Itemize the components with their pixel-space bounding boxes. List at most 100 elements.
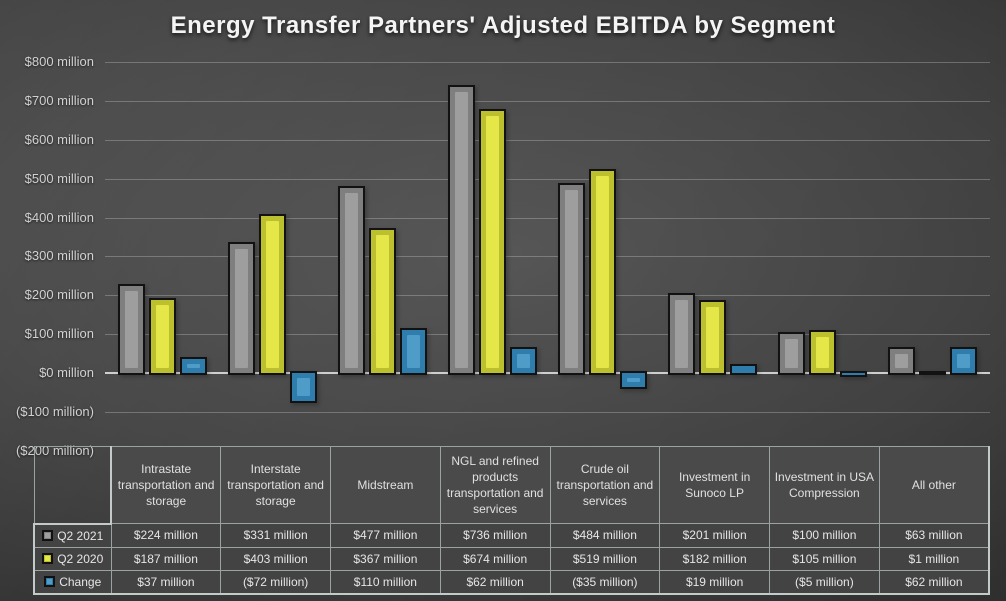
bar-highlight xyxy=(517,354,530,368)
bar-highlight xyxy=(407,335,420,368)
table-column-header: Midstream xyxy=(330,446,441,524)
table-column-header: Investment in Sunoco LP xyxy=(659,446,770,524)
table-value-cell: $367 million xyxy=(330,546,441,571)
bar-change xyxy=(510,347,537,375)
bar-q2-2020 xyxy=(589,169,616,375)
bar-highlight xyxy=(235,249,248,368)
bar-highlight xyxy=(187,364,200,368)
table-value-cell: $182 million xyxy=(659,546,770,571)
bar-highlight xyxy=(345,193,358,368)
bar-q2-2021 xyxy=(888,347,915,375)
chart-title: Energy Transfer Partners' Adjusted EBITD… xyxy=(170,12,836,39)
bar-q2-2021 xyxy=(338,186,365,375)
gridline xyxy=(105,256,990,257)
table-row: Change $37 million ($72 million) $110 milli… xyxy=(33,569,990,595)
gridline xyxy=(105,334,990,335)
bar-highlight xyxy=(816,337,829,368)
data-table: Intrastate transportation and storage Int… xyxy=(33,446,990,595)
bar-q2-2020 xyxy=(809,330,836,375)
table-value-cell: $519 million xyxy=(549,546,661,571)
y-axis-tick-label: $400 million xyxy=(24,210,94,225)
table-legend-cell: Q2 2021 xyxy=(33,522,112,548)
table-column-header: NGL and refined products transportation … xyxy=(439,446,551,524)
legend-swatch-q2-2020 xyxy=(42,552,54,564)
table-value-cell: $110 million xyxy=(330,569,441,595)
table-value-cell: $403 million xyxy=(220,546,331,571)
table-row: Q2 2021 $224 million $331 million $477 mill… xyxy=(33,522,990,548)
bar-q2-2021 xyxy=(118,284,145,375)
bar-highlight xyxy=(895,354,908,368)
bar-change xyxy=(950,347,977,375)
bar-highlight xyxy=(675,300,688,368)
table-value-cell: $1 million xyxy=(878,546,990,571)
bar-q2-2021 xyxy=(448,85,475,375)
bar-q2-2020 xyxy=(149,298,176,375)
table-header-row: Intrastate transportation and storage Int… xyxy=(33,446,990,524)
table-value-cell: $19 million xyxy=(659,569,770,595)
gridline xyxy=(105,412,990,413)
bar-q2-2020 xyxy=(699,300,726,375)
table-value-cell: $201 million xyxy=(659,523,770,548)
bar-change xyxy=(840,371,867,377)
table-value-cell: $674 million xyxy=(439,546,551,571)
bar-highlight xyxy=(957,354,970,368)
table-value-cell: $63 million xyxy=(878,523,990,548)
table-column-header: All other xyxy=(878,446,990,524)
legend-swatch-q2-2021 xyxy=(42,529,54,541)
bar-highlight xyxy=(627,378,640,382)
y-axis-tick-label: $700 million xyxy=(24,93,94,108)
table-value-cell: $477 million xyxy=(330,523,441,548)
y-axis-tick-label: $300 million xyxy=(24,248,94,263)
legend-swatch-change xyxy=(44,575,56,587)
bar-highlight xyxy=(486,116,499,368)
bar-highlight xyxy=(376,235,389,368)
table-value-cell: $484 million xyxy=(549,523,661,548)
bar-highlight xyxy=(785,339,798,368)
y-axis-tick-label: $800 million xyxy=(24,54,94,69)
table-value-cell: ($5 million) xyxy=(769,569,880,595)
bar-q2-2021 xyxy=(228,242,255,375)
bar-q2-2020 xyxy=(919,371,946,375)
gridline xyxy=(105,62,990,63)
bar-highlight xyxy=(125,291,138,368)
gridline xyxy=(105,218,990,219)
legend-label: Q2 2021 xyxy=(57,528,104,543)
y-axis-tick-label: $500 million xyxy=(24,171,94,186)
table-column-header: Interstate transportation and storage xyxy=(220,446,331,524)
bar-highlight xyxy=(565,190,578,368)
y-axis-tick-label: $600 million xyxy=(24,132,94,147)
table-value-cell: $187 million xyxy=(110,546,222,571)
table-value-cell: $105 million xyxy=(769,546,880,571)
table-value-cell: $37 million xyxy=(110,569,222,595)
bar-highlight xyxy=(297,378,310,396)
table-value-cell: $224 million xyxy=(110,523,222,548)
bar-q2-2021 xyxy=(778,332,805,375)
table-column-header: Intrastate transportation and storage xyxy=(110,446,222,524)
bar-change xyxy=(620,371,647,389)
y-axis-tick-label: $200 million xyxy=(24,287,94,302)
x-axis-line xyxy=(105,372,990,374)
bar-highlight xyxy=(266,221,279,368)
bar-highlight xyxy=(455,92,468,368)
bar-q2-2021 xyxy=(558,183,585,375)
y-axis-tick-label: ($100 million) xyxy=(15,404,94,419)
table-ghost-cell xyxy=(33,446,112,524)
bar-highlight xyxy=(156,305,169,368)
bar-q2-2020 xyxy=(369,228,396,375)
gridline xyxy=(105,295,990,296)
table-column-header: Investment in USA Compression xyxy=(769,446,880,524)
table-value-cell: ($35 million) xyxy=(549,569,661,595)
bar-change xyxy=(400,328,427,375)
bar-q2-2020 xyxy=(479,109,506,375)
y-axis-tick-label: $0 million xyxy=(39,365,94,380)
table-value-cell: ($72 million) xyxy=(220,569,331,595)
gridline xyxy=(105,101,990,102)
bar-change xyxy=(730,364,757,375)
table-column-header: Crude oil transportation and services xyxy=(549,446,661,524)
legend-label: Q2 2020 xyxy=(57,551,104,566)
legend-label: Change xyxy=(59,574,102,589)
table-row: Q2 2020 $187 million $403 million $367 mill… xyxy=(33,546,990,571)
table-value-cell: $100 million xyxy=(769,523,880,548)
